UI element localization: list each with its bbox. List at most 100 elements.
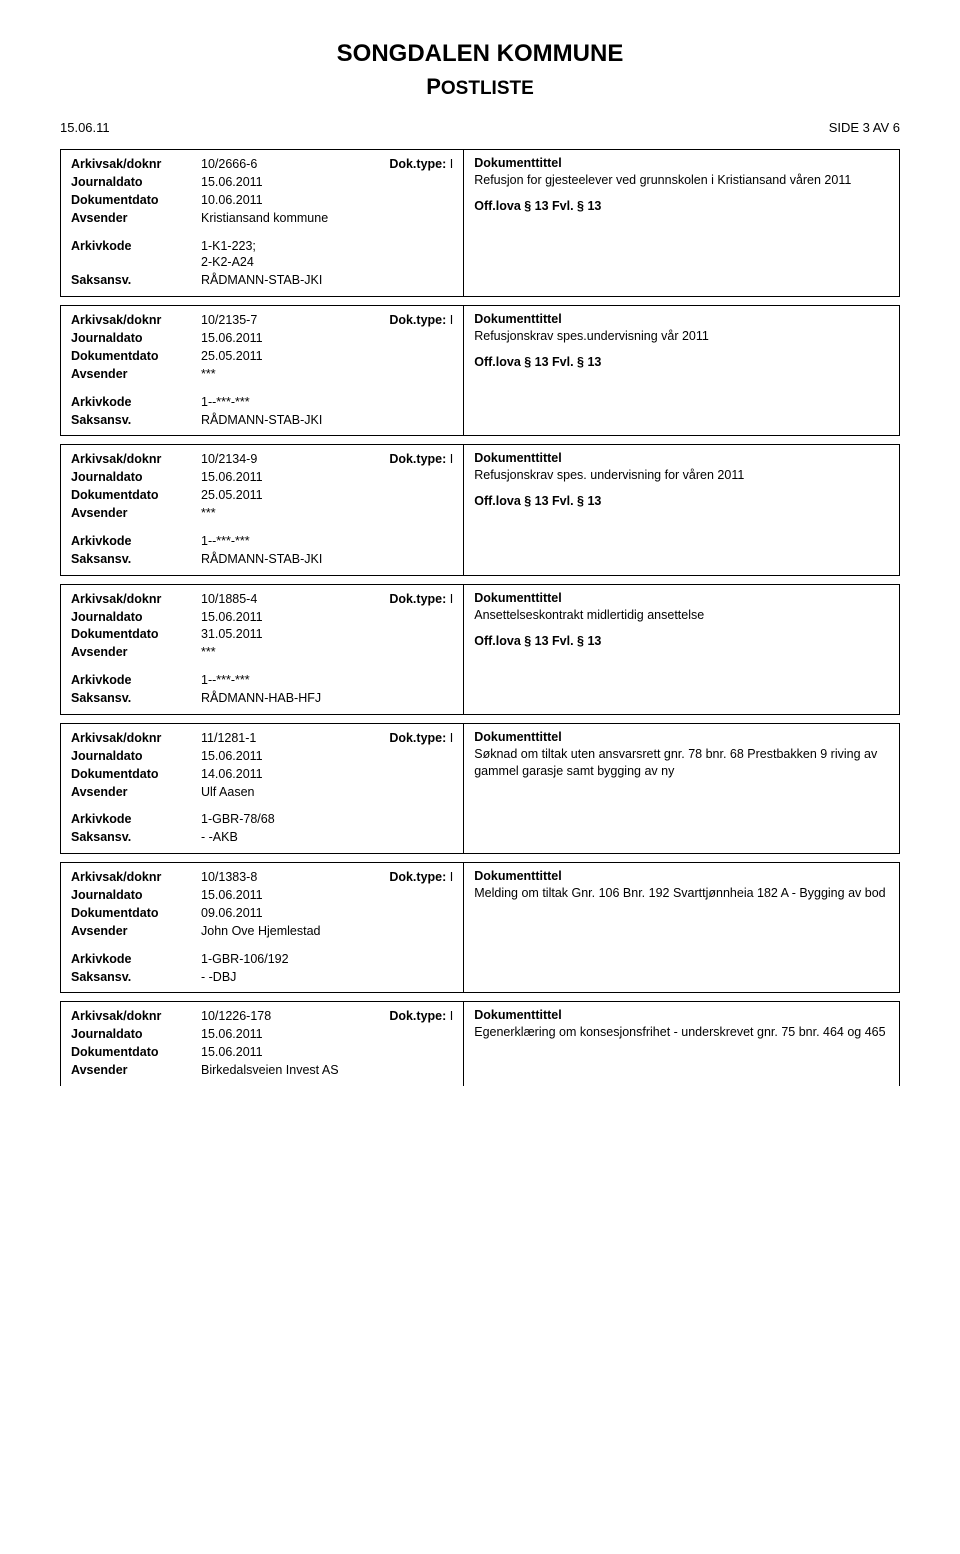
field-row: Arkivkode1--***-*** — [71, 394, 453, 411]
field-row: Journaldato15.06.2011 — [71, 174, 453, 191]
doktype-label: Dok.type: — [389, 731, 449, 745]
spacer — [71, 941, 453, 951]
field-value: 15.06.2011 — [201, 1044, 453, 1061]
doktitle-text: Ansettelseskontrakt midlertidig ansettel… — [474, 607, 889, 624]
field-value: 25.05.2011 — [201, 348, 453, 365]
field-value: RÅDMANN-HAB-HFJ — [201, 690, 453, 707]
field-value: 11/1281-1Dok.type: I — [201, 730, 453, 747]
field-value: 15.06.2011 — [201, 609, 453, 626]
field-value: 09.06.2011 — [201, 905, 453, 922]
field-value: 10/1226-178 Dok.type: I — [201, 1008, 453, 1025]
field-label: Arkivsak/doknr — [71, 451, 201, 468]
field-value: RÅDMANN-STAB-JKI — [201, 272, 453, 289]
doktitle-label: Dokumenttittel — [474, 451, 889, 465]
field-row: Arkivkode1--***-*** — [71, 672, 453, 689]
field-value: 31.05.2011 — [201, 626, 453, 643]
field-row: Dokumentdato09.06.2011 — [71, 905, 453, 922]
field-value: Kristiansand kommune — [201, 210, 453, 227]
doktype: Dok.type: I — [389, 451, 453, 468]
doktitle-label: Dokumenttittel — [474, 869, 889, 883]
meta-page: SIDE 3 AV 6 — [829, 120, 900, 135]
field-value: 1-GBR-106/192 — [201, 951, 453, 968]
field-label: Arkivsak/doknr — [71, 591, 201, 608]
field-row: Arkivsak/doknr10/1383-8Dok.type: I — [71, 869, 453, 886]
meta-date: 15.06.11 — [60, 120, 110, 135]
field-value: 10/2666-6Dok.type: I — [201, 156, 453, 173]
field-value: John Ove Hjemlestad — [201, 923, 453, 940]
field-row: Saksansv.RÅDMANN-STAB-JKI — [71, 412, 453, 429]
field-row: Saksansv.RÅDMANN-STAB-JKI — [71, 551, 453, 568]
doktype-label: Dok.type: — [389, 313, 449, 327]
field-label: Saksansv. — [71, 551, 201, 568]
record: Arkivsak/doknr10/1226-178Dok.type: IJour… — [60, 1001, 900, 1086]
field-label: Saksansv. — [71, 690, 201, 707]
subtitle-rest: OSTLISTE — [441, 78, 534, 99]
field-label: Avsender — [71, 784, 201, 801]
field-label: Dokumentdato — [71, 1044, 201, 1061]
doktype: Dok.type: I — [389, 730, 453, 747]
doktype: Dok.type: I — [389, 869, 453, 886]
field-row: AvsenderJohn Ove Hjemlestad — [71, 923, 453, 940]
record-right: DokumenttittelRefusjonskrav spes.undervi… — [463, 306, 899, 435]
spacer — [71, 228, 453, 238]
field-value: - -DBJ — [201, 969, 453, 986]
field-value: 25.05.2011 — [201, 487, 453, 504]
field-value: RÅDMANN-STAB-JKI — [201, 412, 453, 429]
offlova-text: Off.lova § 13 Fvl. § 13 — [474, 634, 889, 648]
field-row: Dokumentdato25.05.2011 — [71, 487, 453, 504]
doktitle-label: Dokumenttittel — [474, 591, 889, 605]
field-label: Journaldato — [71, 887, 201, 904]
field-label: Arkivsak/doknr — [71, 730, 201, 747]
field-label: Arkivsak/doknr — [71, 869, 201, 886]
field-value: 15.06.2011 — [201, 174, 453, 191]
field-value: 15.06.2011 — [201, 887, 453, 904]
field-row: Arkivkode1-GBR-78/68 — [71, 811, 453, 828]
record-right: Dokumenttittel Ansettelseskontrakt midler… — [463, 585, 899, 714]
doktype-value: I — [450, 452, 453, 466]
page-title: SONGDALEN KOMMUNE — [60, 40, 900, 68]
doktype-label: Dok.type: — [389, 1009, 449, 1023]
record: Arkivsak/doknr11/1281-1Dok.type: IJourna… — [60, 723, 900, 854]
field-row: Journaldato15.06.2011 — [71, 748, 453, 765]
field-value: *** — [201, 366, 453, 383]
field-row: Dokumentdato31.05.2011 — [71, 626, 453, 643]
field-value: - -AKB — [201, 829, 453, 846]
field-value: 15.06.2011 — [201, 330, 453, 347]
doktype-label: Dok.type: — [389, 592, 449, 606]
field-label: Arkivkode — [71, 394, 201, 411]
page-container: SONGDALEN KOMMUNE POSTLISTE 15.06.11 SID… — [0, 0, 960, 1134]
field-label: Saksansv. — [71, 412, 201, 429]
field-label: Arkivkode — [71, 533, 201, 550]
field-value: 15.06.2011 — [201, 1026, 453, 1043]
doktype-value: I — [450, 592, 453, 606]
field-row: Saksansv.RÅDMANN-HAB-HFJ — [71, 690, 453, 707]
field-row: Journaldato15.06.2011 — [71, 609, 453, 626]
field-row: Avsender*** — [71, 366, 453, 383]
field-row: Dokumentdato10.06.2011 — [71, 192, 453, 209]
field-value: 10.06.2011 — [201, 192, 453, 209]
record-left: Arkivsak/doknr10/1885-4Dok.type: IJourna… — [61, 585, 463, 714]
field-row: Saksansv.RÅDMANN-STAB-JKI — [71, 272, 453, 289]
doktype: Dok.type: I — [389, 312, 453, 329]
field-label: Dokumentdato — [71, 192, 201, 209]
field-row: Saksansv.- -AKB — [71, 829, 453, 846]
doktype: Dok.type: I — [389, 156, 453, 173]
doktype: Dok.type: I — [389, 1008, 453, 1025]
arkivsak-value: 10/1226-178 — [201, 1008, 271, 1025]
doktitle-text: Refusjonskrav spes. undervisning for vår… — [474, 467, 889, 484]
field-row: Avsender*** — [71, 505, 453, 522]
field-label: Avsender — [71, 923, 201, 940]
spacer — [71, 523, 453, 533]
field-value: 10/1885-4Dok.type: I — [201, 591, 453, 608]
field-row: Dokumentdato14.06.2011 — [71, 766, 453, 783]
field-value: 1--***-*** — [201, 394, 453, 411]
field-value: 10/1383-8Dok.type: I — [201, 869, 453, 886]
field-value: Birkedalsveien Invest AS — [201, 1062, 453, 1079]
field-label: Arkivsak/doknr — [71, 312, 201, 329]
record-left: Arkivsak/doknr10/1383-8Dok.type: IJourna… — [61, 863, 463, 992]
doktype-value: I — [450, 731, 453, 745]
field-label: Journaldato — [71, 609, 201, 626]
doktitle-text: Refusjon for gjesteelever ved grunnskole… — [474, 172, 889, 189]
field-label: Journaldato — [71, 330, 201, 347]
doktype-label: Dok.type: — [389, 157, 449, 171]
